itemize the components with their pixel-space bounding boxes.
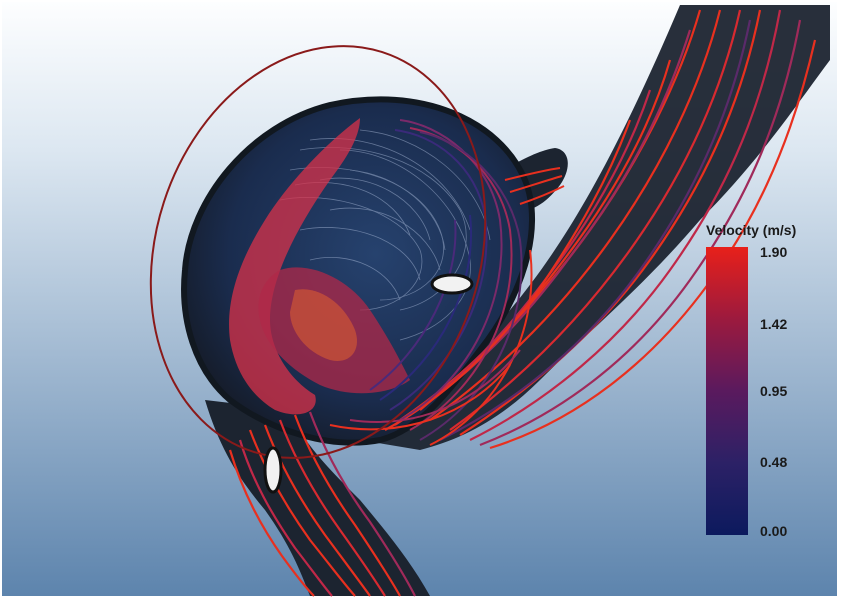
velocity-colorbar	[706, 247, 748, 535]
interior-streamlines	[279, 129, 491, 341]
parent-artery-streamlines	[384, 9, 817, 450]
side-branch-streamlines	[504, 167, 565, 205]
sac-wall-streamlines	[329, 119, 533, 446]
inflow-jet-surface	[229, 118, 360, 415]
legend-tick: 1.90	[760, 244, 788, 260]
legend-tick: 0.48	[760, 454, 788, 470]
legend-tick: 0.95	[760, 383, 788, 399]
impingement-core	[290, 289, 358, 361]
legend-tick: 1.42	[760, 316, 788, 332]
ring-contour	[149, 45, 487, 459]
inlet-measurement-plane	[430, 273, 474, 295]
parent-artery	[360, 5, 830, 450]
legend-title: Velocity (m/s)	[706, 222, 797, 238]
legend-tick: 0.00	[760, 523, 788, 539]
outlet-measurement-plane	[263, 446, 283, 494]
